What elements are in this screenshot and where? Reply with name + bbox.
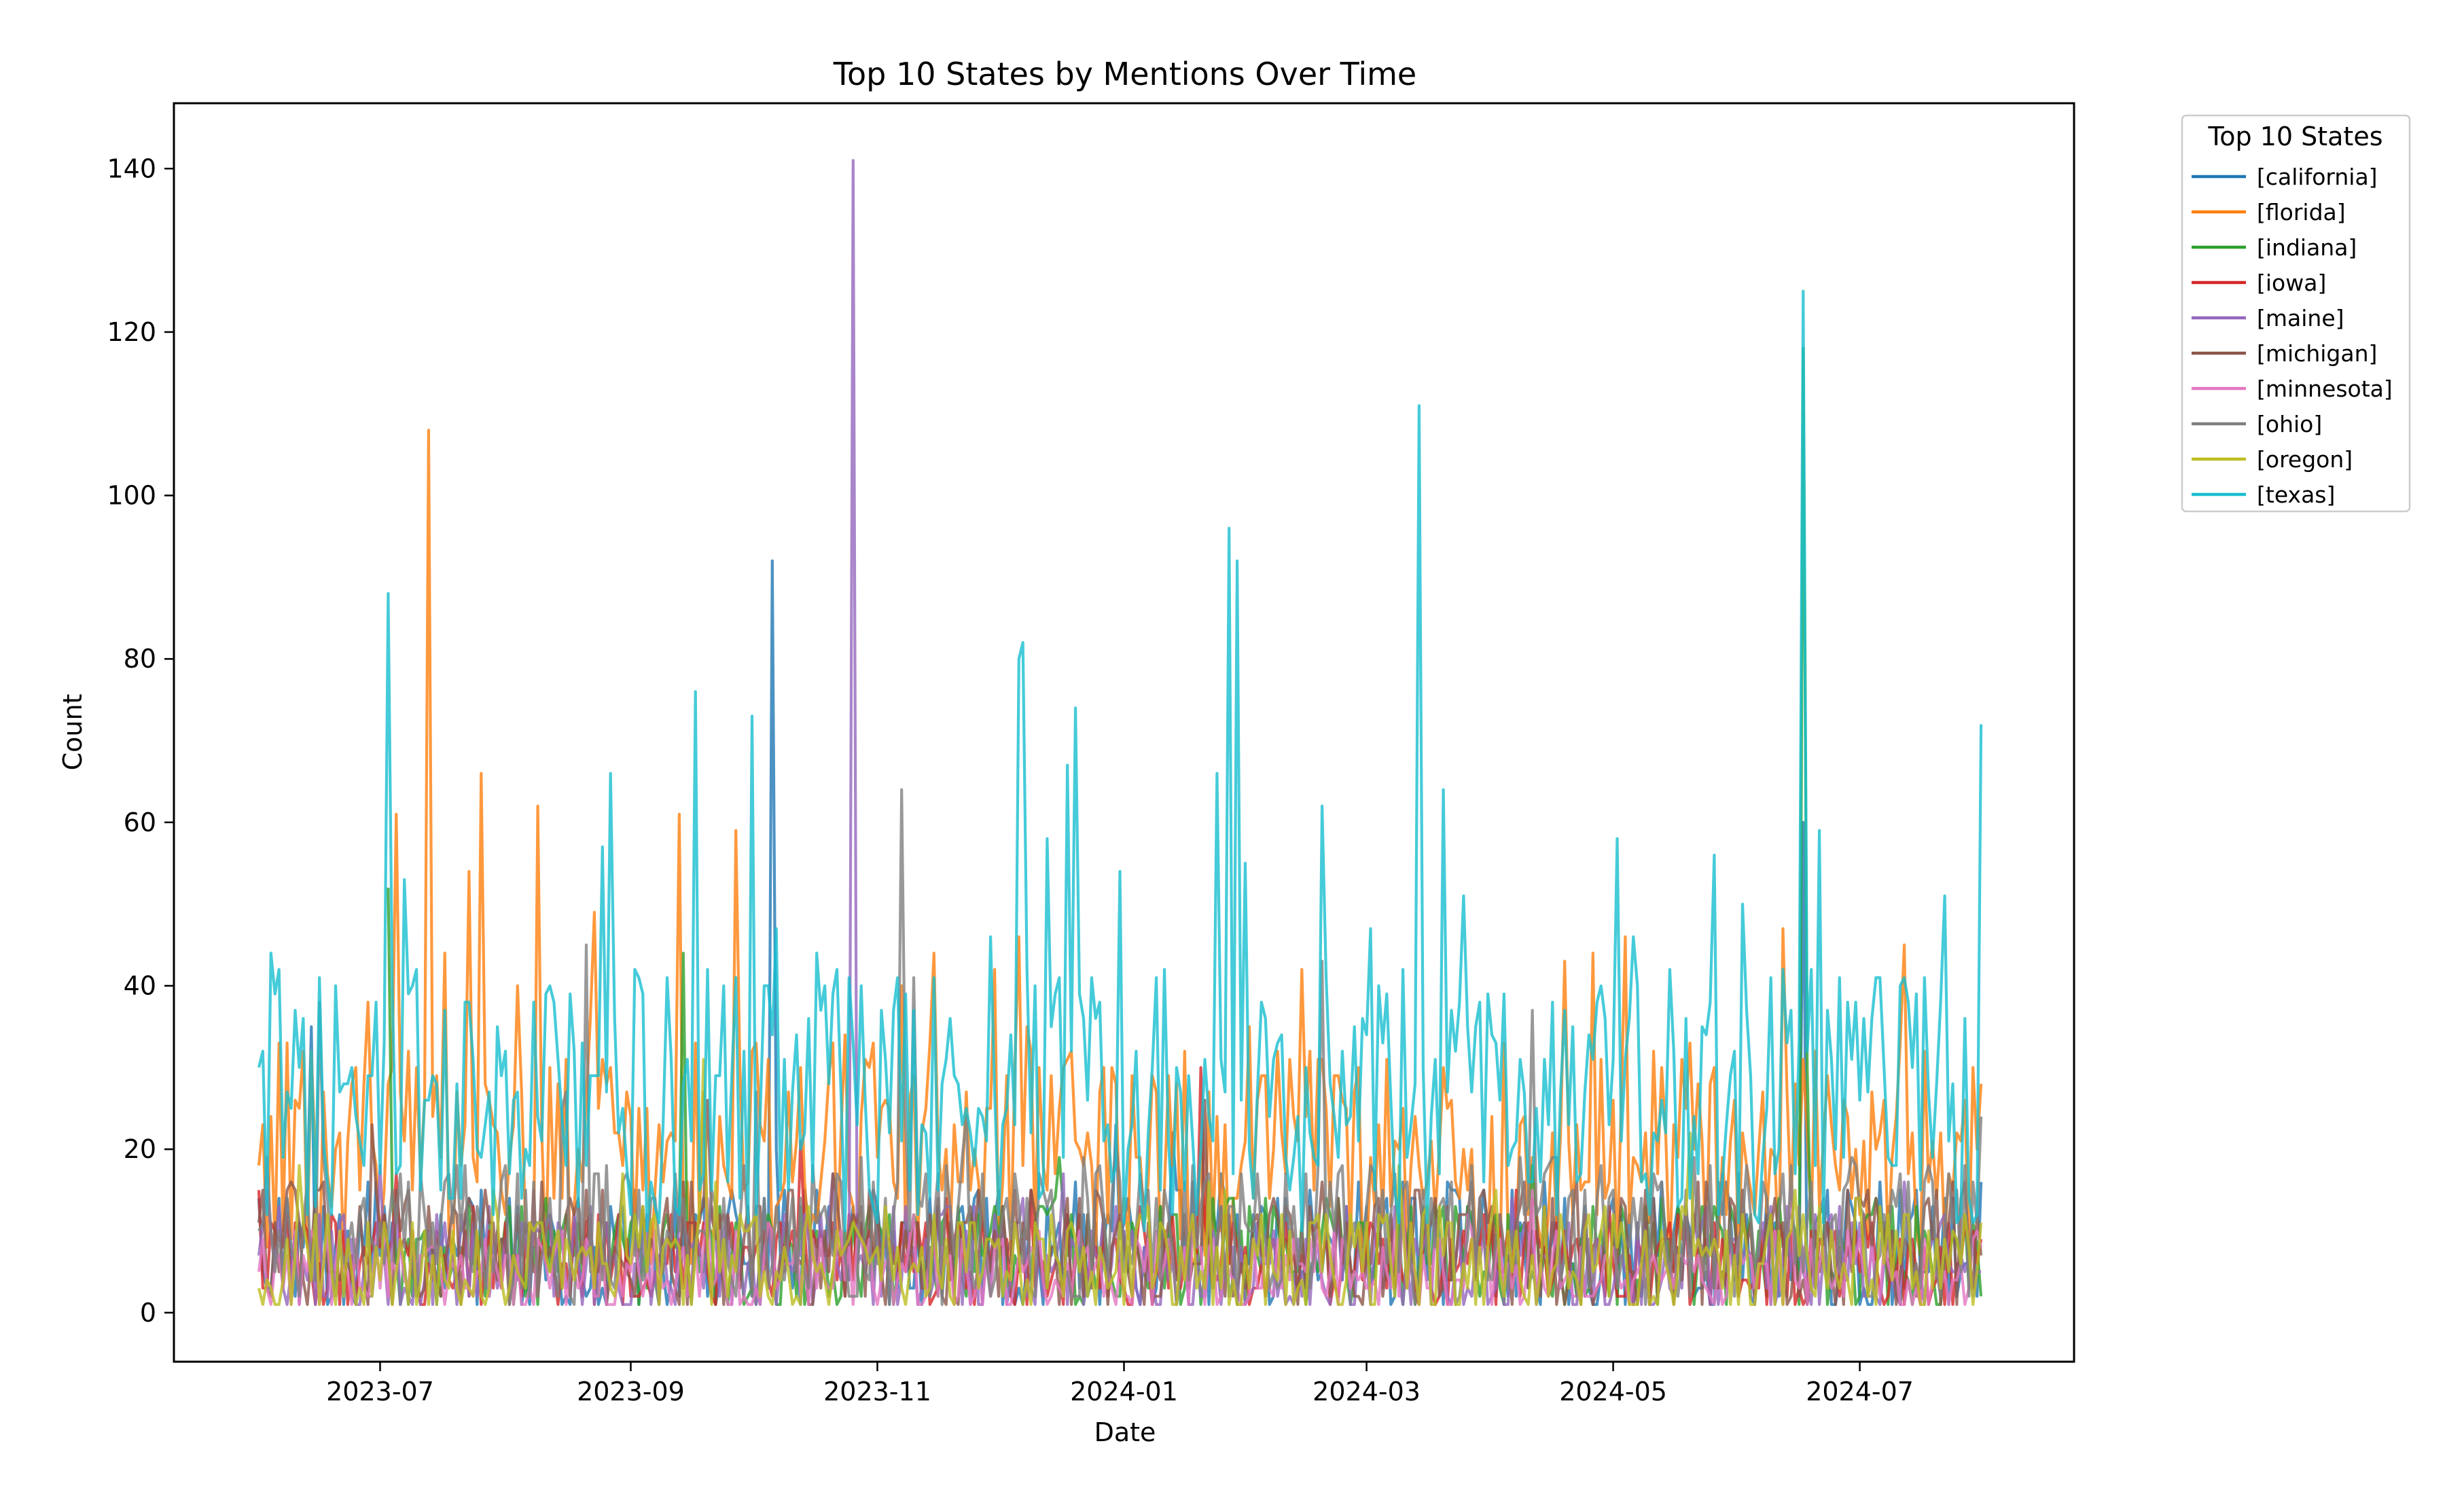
x-axis-label: Date — [1094, 1417, 1156, 1447]
plot-area — [257, 159, 1983, 1306]
legend: Top 10 States [california] [florida] [indi… — [2181, 114, 2411, 513]
y-tick-label: 60 — [124, 808, 156, 837]
x-tick-label: 2023-09 — [577, 1377, 685, 1407]
chart-title: Top 10 States by Mentions Over Time — [833, 56, 1416, 92]
y-tick-label: 0 — [140, 1298, 156, 1328]
legend-label: [maine] — [2257, 305, 2344, 331]
legend-label: [florida] — [2257, 199, 2346, 225]
y-tick-label: 120 — [107, 317, 156, 347]
series-line — [257, 1189, 1983, 1306]
legend-label: [michigan] — [2257, 340, 2377, 367]
x-tick-label: 2023-11 — [823, 1377, 931, 1407]
y-tick-label: 140 — [107, 153, 156, 183]
x-axis: 2023-07 2023-09 2023-11 2024-01 2024-03 2024-… — [326, 1362, 1914, 1407]
x-tick-label: 2024-01 — [1070, 1377, 1178, 1407]
x-tick-label: 2024-03 — [1313, 1377, 1421, 1407]
y-tick-label: 100 — [107, 481, 156, 511]
x-tick-label: 2024-05 — [1559, 1377, 1667, 1407]
x-tick-label: 2023-07 — [326, 1377, 434, 1407]
y-tick-label: 40 — [124, 971, 156, 1001]
y-tick-label: 20 — [124, 1134, 156, 1164]
legend-label: [indiana] — [2257, 234, 2357, 261]
legend-title: Top 10 States — [2207, 122, 2382, 151]
legend-label: [ohio] — [2257, 411, 2322, 437]
legend-label: [iowa] — [2257, 270, 2326, 296]
legend-box — [2181, 114, 2411, 513]
y-tick-label: 80 — [124, 644, 156, 674]
y-axis-label: Count — [58, 694, 88, 771]
legend-label: [texas] — [2257, 482, 2335, 508]
series-line — [257, 289, 1983, 1233]
y-axis: 0 20 40 60 80 100 120 140 — [107, 153, 174, 1328]
legend-entries: [california] [florida] [indiana] [iowa] [mai… — [2192, 164, 2393, 508]
legend-label: [california] — [2257, 164, 2378, 190]
legend-label: [oregon] — [2257, 446, 2353, 473]
series-line — [257, 1057, 1983, 1306]
legend-label: [minnesota] — [2257, 376, 2393, 402]
series-line — [257, 788, 1983, 1306]
x-tick-label: 2024-07 — [1806, 1377, 1914, 1407]
